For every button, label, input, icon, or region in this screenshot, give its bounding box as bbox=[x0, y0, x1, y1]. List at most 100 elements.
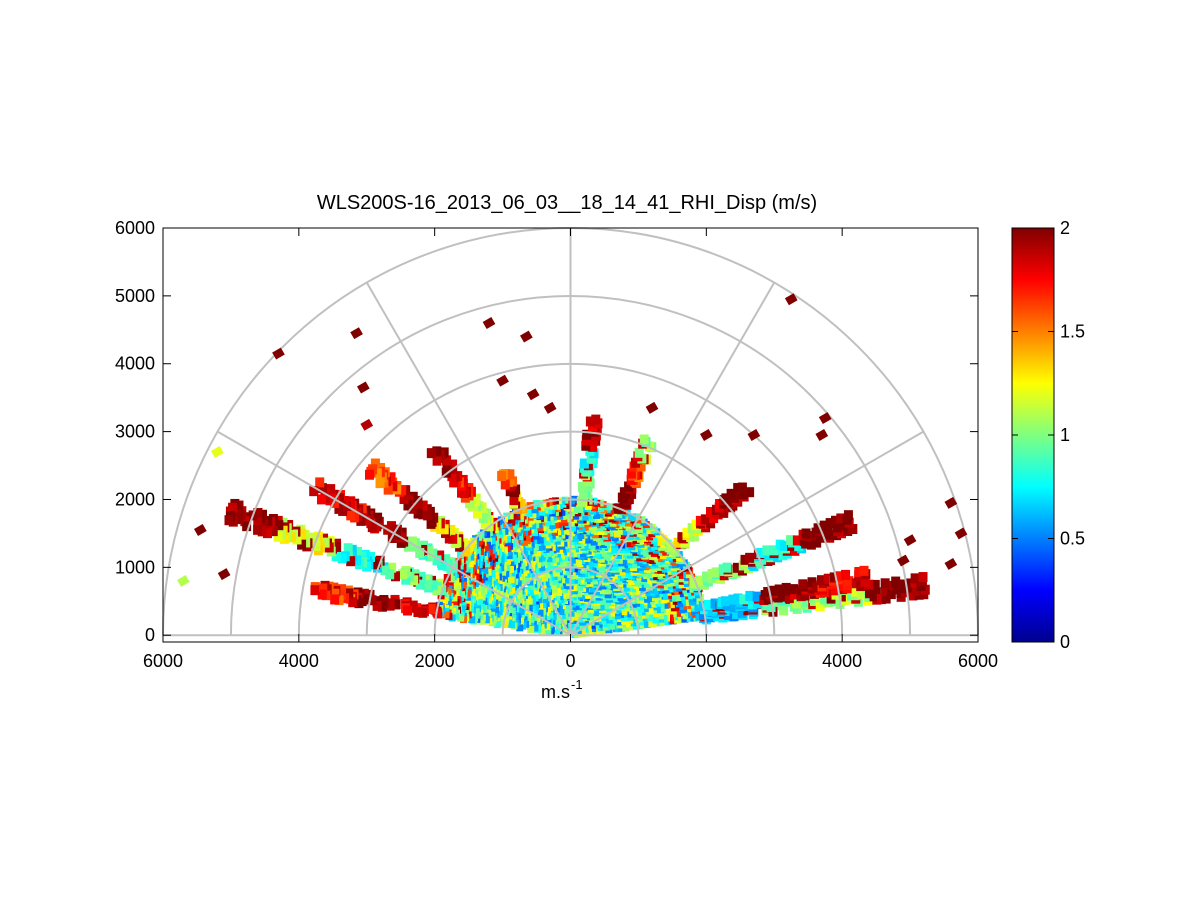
dense-cell bbox=[688, 592, 696, 600]
x-tick-label: 0 bbox=[565, 651, 575, 671]
ray-cell bbox=[371, 559, 381, 570]
ray-cell bbox=[385, 569, 395, 580]
x-tick-label: 6000 bbox=[958, 651, 998, 671]
ray-cell bbox=[336, 589, 346, 600]
ray-cell bbox=[825, 518, 835, 529]
outlier-cell bbox=[645, 401, 659, 414]
dense-cell bbox=[583, 601, 591, 609]
ray-cell bbox=[577, 482, 587, 493]
outlier-cell bbox=[896, 554, 910, 567]
dense-cell bbox=[529, 557, 537, 565]
dense-cell bbox=[671, 594, 679, 602]
ray-cell bbox=[253, 524, 263, 535]
ray-cell bbox=[356, 515, 366, 526]
ray-cell bbox=[446, 524, 456, 535]
dense-cell bbox=[629, 622, 637, 630]
ray-cell bbox=[841, 569, 851, 580]
ray-cell bbox=[364, 469, 374, 480]
ray-cell bbox=[918, 572, 928, 583]
dense-cell bbox=[480, 580, 488, 588]
ray-cell bbox=[807, 577, 817, 588]
dense-cell bbox=[676, 554, 684, 562]
dense-cell bbox=[623, 584, 631, 592]
ray-cell bbox=[579, 458, 589, 469]
ray-cell bbox=[432, 555, 442, 566]
ray-cell bbox=[796, 585, 806, 596]
ray-cell bbox=[591, 414, 601, 425]
dense-cell bbox=[504, 548, 512, 556]
ray-cell bbox=[774, 584, 784, 595]
outlier-cell bbox=[350, 327, 363, 340]
ray-cell bbox=[880, 578, 890, 589]
ray-cell bbox=[789, 584, 799, 595]
ray-cell bbox=[766, 602, 776, 613]
angle-spoke bbox=[217, 430, 571, 637]
dense-cell bbox=[506, 592, 514, 600]
dense-cell bbox=[530, 571, 538, 579]
dense-cell bbox=[596, 627, 604, 635]
ray-cell bbox=[383, 484, 393, 495]
dense-cell bbox=[481, 567, 489, 575]
dense-cell bbox=[508, 580, 516, 588]
ray-cell bbox=[800, 590, 810, 601]
ray-cell bbox=[579, 489, 589, 500]
ray-cell bbox=[624, 481, 634, 492]
dense-cell bbox=[527, 582, 535, 590]
dense-cell bbox=[544, 507, 552, 515]
dense-cell bbox=[463, 568, 471, 576]
dense-cell bbox=[611, 546, 619, 554]
ray-cell bbox=[870, 579, 880, 590]
ray-cell bbox=[737, 608, 747, 619]
ray-cell bbox=[315, 477, 325, 488]
dense-cell bbox=[515, 532, 523, 540]
ray-cell bbox=[380, 565, 390, 576]
dense-cell bbox=[589, 613, 597, 621]
dense-cell bbox=[527, 625, 535, 633]
ray-cell bbox=[361, 515, 371, 526]
ray-cell bbox=[761, 600, 771, 611]
dense-cell bbox=[664, 601, 672, 609]
x-tick-label: 4000 bbox=[279, 651, 319, 671]
ray-cell bbox=[330, 594, 340, 605]
ray-cell bbox=[422, 579, 432, 590]
dense-cell bbox=[520, 538, 528, 546]
dense-cell bbox=[636, 587, 644, 595]
outlier-cell bbox=[217, 568, 231, 581]
ray-cell bbox=[819, 520, 829, 531]
ray-cell bbox=[673, 537, 683, 548]
ray-cell bbox=[317, 589, 327, 600]
dense-cell bbox=[529, 522, 537, 530]
polar-grid-lines bbox=[162, 227, 979, 637]
y-tick-label: 3000 bbox=[115, 422, 155, 442]
angle-spoke bbox=[570, 430, 924, 637]
ray-cell bbox=[732, 562, 742, 573]
ray-cell bbox=[837, 520, 847, 531]
ray-cell bbox=[311, 541, 321, 552]
dense-cell bbox=[542, 545, 550, 553]
dense-cell bbox=[520, 569, 528, 577]
dense-cell bbox=[466, 560, 474, 568]
dense-cell bbox=[577, 532, 585, 540]
ray-cell bbox=[330, 588, 340, 599]
x-axis-label: m.s bbox=[541, 682, 570, 702]
ray-cell bbox=[626, 468, 636, 479]
dense-cell bbox=[531, 506, 539, 514]
ray-cell bbox=[497, 471, 507, 482]
x-tick-label: 2000 bbox=[415, 651, 455, 671]
dense-cell bbox=[628, 513, 636, 521]
ray-cell bbox=[335, 493, 345, 504]
ray-cell bbox=[634, 447, 644, 458]
ray-cell bbox=[346, 510, 356, 521]
ray-cell bbox=[505, 486, 515, 497]
dense-cell bbox=[485, 537, 493, 545]
outlier-cell bbox=[194, 524, 207, 536]
dense-cell bbox=[640, 602, 648, 610]
angle-spoke bbox=[569, 282, 776, 636]
y-tick-label: 6000 bbox=[115, 218, 155, 238]
ray-cell bbox=[331, 551, 341, 562]
ray-cell bbox=[346, 556, 356, 567]
ray-cell bbox=[390, 571, 400, 582]
dense-cell bbox=[552, 627, 560, 635]
ray-cell bbox=[436, 524, 446, 535]
dense-cell bbox=[557, 607, 565, 615]
